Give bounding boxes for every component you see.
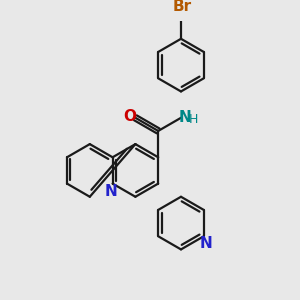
Text: H: H (188, 113, 198, 126)
Text: N: N (200, 236, 212, 251)
Text: O: O (123, 109, 136, 124)
Text: N: N (105, 184, 118, 199)
Text: Br: Br (173, 0, 192, 14)
Text: N: N (179, 110, 191, 125)
